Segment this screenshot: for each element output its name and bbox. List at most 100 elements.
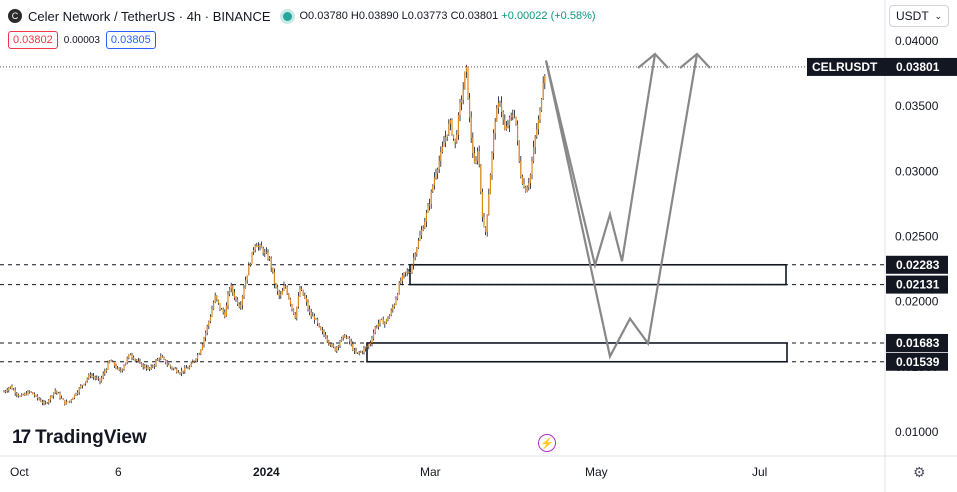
candle-body bbox=[321, 329, 323, 332]
celer-logo-icon: C bbox=[8, 9, 22, 23]
candle-body bbox=[299, 288, 301, 297]
candle-body bbox=[512, 115, 514, 117]
candle-body bbox=[209, 316, 211, 322]
candle-body bbox=[401, 275, 403, 281]
buy-price-button[interactable]: 0.03805 bbox=[105, 31, 156, 49]
candle-body bbox=[341, 337, 343, 342]
watermark-text: TradingView bbox=[35, 427, 147, 448]
candle-body bbox=[425, 212, 427, 222]
y-tick-label-3: 0.02500 bbox=[895, 230, 939, 244]
candle-body bbox=[184, 367, 186, 372]
candle-body bbox=[403, 272, 405, 276]
candle-body bbox=[347, 337, 349, 338]
candle-body bbox=[430, 191, 432, 205]
candle-body bbox=[513, 116, 515, 118]
candle-body bbox=[85, 381, 87, 384]
candle-body bbox=[53, 392, 55, 397]
candle-body bbox=[43, 402, 45, 404]
candle-body bbox=[328, 340, 330, 344]
candle-body bbox=[262, 248, 264, 254]
candle-body bbox=[187, 368, 189, 370]
candle-body bbox=[216, 295, 218, 300]
candle-body bbox=[307, 302, 309, 310]
candle-body bbox=[304, 295, 306, 298]
candle-body bbox=[424, 221, 426, 229]
candle-body bbox=[534, 136, 536, 148]
candle-body bbox=[11, 386, 13, 390]
currency-unit-selector[interactable]: USDT ⌄ bbox=[889, 5, 949, 27]
candle-body bbox=[121, 369, 123, 371]
candle-body bbox=[317, 318, 319, 324]
level-badge-label-3: 0.01539 bbox=[896, 355, 940, 369]
candle-body bbox=[94, 377, 96, 379]
last-price-symbol: CELRUSDT bbox=[812, 60, 878, 74]
x-tick-label-2: 2024 bbox=[253, 465, 280, 479]
candle-body bbox=[222, 309, 224, 313]
candle-body bbox=[181, 370, 183, 374]
candle-body bbox=[491, 153, 493, 175]
y-tick-label-2: 0.03000 bbox=[895, 164, 939, 178]
candle-body bbox=[496, 108, 498, 122]
candle-body bbox=[366, 346, 368, 348]
candle-body bbox=[243, 288, 245, 297]
candle-body bbox=[56, 390, 58, 393]
candle-body bbox=[544, 75, 546, 84]
candle-body bbox=[289, 298, 291, 305]
candle-body bbox=[46, 402, 48, 404]
candle-body bbox=[253, 250, 255, 252]
projection-path-0 bbox=[544, 53, 657, 270]
candle-body bbox=[369, 342, 371, 345]
candle-body bbox=[61, 397, 63, 399]
candle-body bbox=[349, 337, 351, 342]
candle-body bbox=[352, 343, 354, 351]
candle-body bbox=[86, 378, 88, 382]
price-change: +0.00022 (+0.58%) bbox=[501, 10, 596, 22]
candle-body bbox=[417, 240, 419, 248]
candle-body bbox=[6, 390, 8, 392]
candle-body bbox=[365, 347, 367, 349]
candle-body bbox=[533, 147, 535, 162]
candle-body bbox=[381, 319, 383, 321]
lightning-icon[interactable]: ⚡ bbox=[538, 434, 556, 452]
candle-body bbox=[166, 363, 168, 365]
candle-body bbox=[8, 387, 10, 391]
candle-body bbox=[296, 306, 298, 318]
candle-body bbox=[51, 396, 53, 397]
candle-body bbox=[99, 378, 101, 382]
candle-body bbox=[219, 303, 221, 310]
candle-body bbox=[344, 335, 346, 338]
candle-body bbox=[17, 394, 19, 397]
candle-body bbox=[147, 367, 149, 369]
candle-body bbox=[485, 227, 487, 232]
candle-body bbox=[486, 214, 488, 232]
candle-body bbox=[461, 99, 463, 103]
gear-icon[interactable]: ⚙ bbox=[913, 464, 926, 480]
candle-body bbox=[315, 318, 317, 320]
tradingview-logo-icon: 17 bbox=[12, 427, 31, 448]
candle-body bbox=[75, 394, 77, 395]
candle-body bbox=[457, 114, 459, 135]
candle-body bbox=[264, 251, 266, 254]
candle-body bbox=[245, 280, 247, 289]
candle-body bbox=[464, 71, 466, 90]
candle-body bbox=[437, 169, 439, 174]
candle-body bbox=[313, 315, 315, 320]
candle-body bbox=[504, 119, 506, 130]
candle-body bbox=[249, 263, 251, 266]
candle-body bbox=[25, 393, 27, 395]
candle-body bbox=[240, 305, 242, 308]
candle-body bbox=[214, 295, 216, 303]
quote-box: 0.03802 0.00003 0.03805 bbox=[8, 31, 156, 49]
candle-body bbox=[301, 288, 303, 290]
candle-body bbox=[409, 272, 411, 274]
candle-body bbox=[507, 125, 509, 127]
candle-body bbox=[435, 173, 437, 178]
sell-price-button[interactable]: 0.03802 bbox=[8, 31, 58, 49]
candle-body bbox=[171, 367, 173, 369]
candle-body bbox=[67, 401, 69, 403]
candle-body bbox=[275, 283, 277, 288]
symbol-title[interactable]: Celer Network / TetherUS · 4h · BINANCE bbox=[28, 8, 271, 24]
candle-body bbox=[13, 389, 15, 391]
candle-body bbox=[510, 115, 512, 117]
